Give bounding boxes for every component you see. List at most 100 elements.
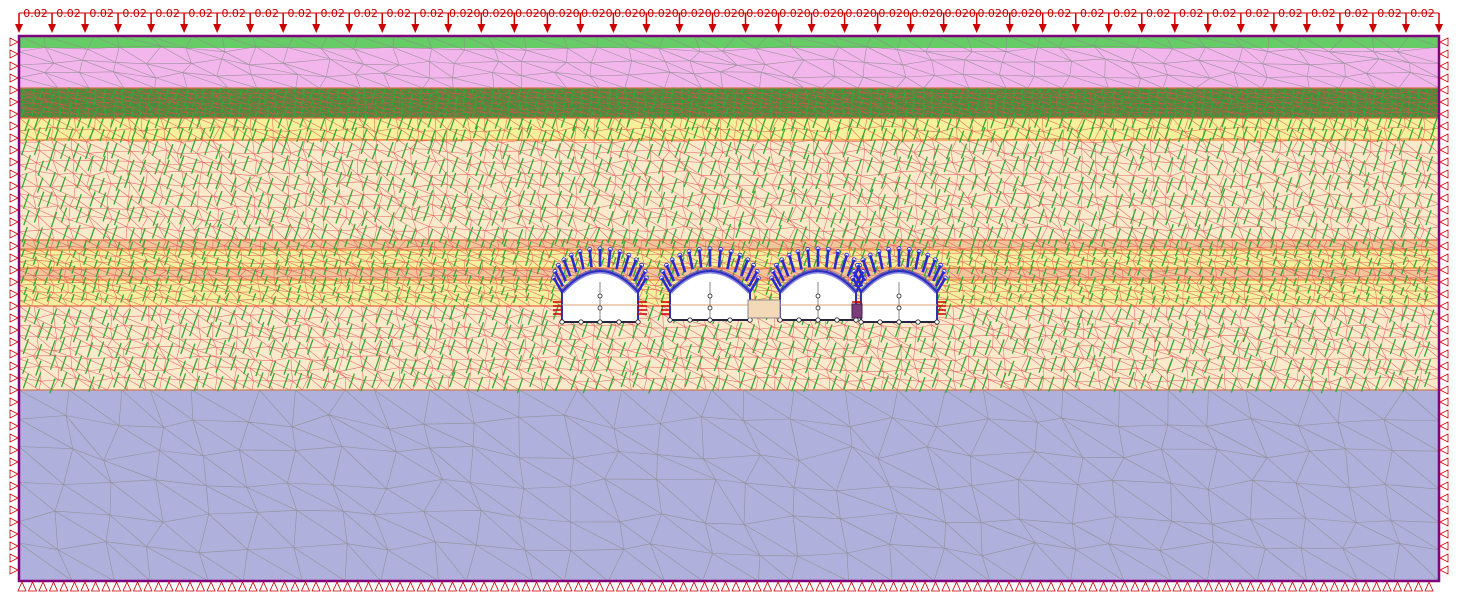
load-arrow-head [873, 24, 882, 33]
load-value-label: 0.02 [221, 7, 246, 20]
node [635, 319, 641, 325]
mesh-stress-ticks [20, 87, 1431, 119]
load-arrow-head [81, 24, 90, 33]
load-value-label: 0.02 [23, 7, 48, 20]
load-arrow-head [1071, 24, 1080, 33]
soil-layer-pink-layer [19, 48, 1439, 88]
load-arrow-head [708, 24, 717, 33]
load-arrow-head [312, 24, 321, 33]
surface-load-arrows: 0.02 0.02 0.02 0.02 0.02 0.02 0.02 0.02 0.02 0.02… [15, 7, 1443, 33]
load-arrow-head [939, 24, 948, 33]
mesh-band [19, 239, 1439, 307]
anchor-fan [552, 248, 648, 293]
load-arrow-head [213, 24, 222, 33]
load-value-label: 0.02 [254, 7, 279, 20]
load-value-label: 0.020 [845, 7, 877, 20]
load-arrow-head [1203, 24, 1212, 33]
load-value-label: 0.020 [713, 7, 745, 20]
mesh-band [19, 36, 1439, 89]
model-boundary [17, 34, 1441, 583]
node [616, 319, 622, 325]
node [559, 319, 565, 325]
load-arrow-head [180, 24, 189, 33]
load-value-label: 0.020 [548, 7, 580, 20]
load-arrow-head [1401, 24, 1410, 33]
load-value-label: 0.020 [944, 7, 976, 20]
node [934, 319, 940, 325]
load-arrow-head [48, 24, 57, 33]
load-arrow-head [741, 24, 750, 33]
node [815, 317, 821, 323]
load-arrow-head [906, 24, 915, 33]
node [707, 317, 713, 323]
load-arrow-head [1104, 24, 1113, 33]
tunnel-group [551, 246, 948, 325]
tunnel-3 [769, 246, 867, 323]
load-value-label: 0.020 [878, 7, 910, 20]
load-arrow-head [1435, 24, 1443, 33]
load-arrow-head [114, 24, 123, 33]
load-value-label: 0.020 [1010, 7, 1042, 20]
boundary-supports [9, 37, 1449, 592]
load-arrow-head [15, 24, 23, 33]
node [815, 293, 821, 299]
mesh-stress-ticks [24, 115, 1438, 143]
node [815, 305, 821, 311]
load-arrow-head [246, 24, 255, 33]
load-arrow-head [1236, 24, 1245, 33]
node [834, 317, 840, 323]
node [796, 317, 802, 323]
node [896, 305, 902, 311]
tunnel-4 [850, 246, 948, 325]
load-arrow-head [1269, 24, 1278, 33]
load-arrow-head [477, 24, 486, 33]
load-arrow-head [543, 24, 552, 33]
wall-element [851, 303, 863, 319]
load-arrow-head [1302, 24, 1311, 33]
node [707, 305, 713, 311]
load-value-label: 0.02 [89, 7, 114, 20]
load-value-label: 0.02 [420, 7, 445, 20]
soil-layer-surface-strip [19, 36, 1439, 48]
load-value-label: 0.020 [449, 7, 481, 20]
load-arrow-head [675, 24, 684, 33]
node [707, 293, 713, 299]
load-arrow-head [147, 24, 156, 33]
load-value-label: 0.02 [387, 7, 412, 20]
load-arrow-head [1170, 24, 1179, 33]
load-arrow-head [609, 24, 618, 33]
load-value-label: 0.02 [1146, 7, 1171, 20]
load-value-label: 0.02 [287, 7, 312, 20]
node [896, 319, 902, 325]
tunnel-arch-support [560, 268, 640, 294]
node [597, 305, 603, 311]
load-value-label: 0.020 [614, 7, 646, 20]
load-arrow-head [642, 24, 651, 33]
node [858, 319, 864, 325]
load-arrow-head [1137, 24, 1146, 33]
load-value-label: 0.020 [746, 7, 778, 20]
node [667, 317, 673, 323]
bottom-pin-supports [17, 581, 1434, 592]
anchor-fan [851, 248, 947, 293]
load-value-label: 0.02 [1047, 7, 1072, 20]
anchor-fan [660, 248, 760, 293]
load-value-label: 0.02 [1377, 7, 1402, 20]
load-arrow-head [411, 24, 420, 33]
load-value-label: 0.02 [320, 7, 345, 20]
mesh-band [19, 389, 1439, 581]
node [578, 319, 584, 325]
node [727, 317, 733, 323]
load-arrow-head [1335, 24, 1344, 33]
node [687, 317, 693, 323]
load-value-label: 0.020 [482, 7, 514, 20]
node [597, 319, 603, 325]
load-arrow-head [1038, 24, 1047, 33]
load-arrow-head [1368, 24, 1377, 33]
load-arrow-head [774, 24, 783, 33]
mesh-stress-ticks [20, 137, 1436, 245]
connecting-slab [747, 299, 781, 319]
load-value-label: 0.020 [680, 7, 712, 20]
finite-element-mesh [19, 36, 1439, 581]
